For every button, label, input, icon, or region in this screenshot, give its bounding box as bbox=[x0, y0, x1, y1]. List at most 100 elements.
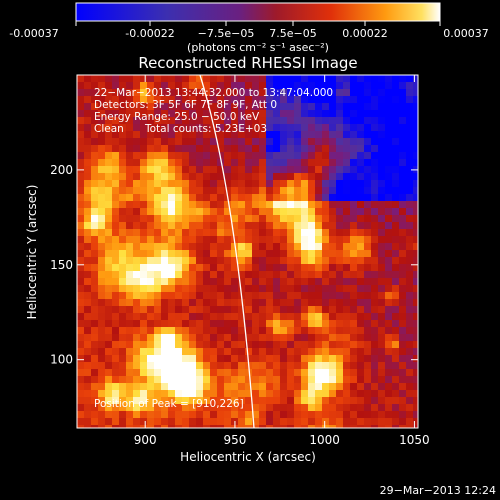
heatmap-cell bbox=[392, 152, 400, 160]
heatmap-cell bbox=[371, 264, 379, 272]
heatmap-cell bbox=[133, 285, 141, 293]
heatmap-cell bbox=[329, 292, 337, 300]
heatmap-cell bbox=[413, 131, 418, 139]
heatmap-cell bbox=[84, 313, 92, 321]
heatmap-cell bbox=[357, 362, 365, 370]
heatmap-cell bbox=[273, 383, 281, 391]
heatmap-cell bbox=[308, 278, 316, 286]
heatmap-cell bbox=[112, 341, 120, 349]
heatmap-cell bbox=[357, 278, 365, 286]
heatmap-cell bbox=[315, 222, 323, 230]
heatmap-cell bbox=[266, 75, 274, 83]
heatmap-cell bbox=[399, 383, 407, 391]
heatmap-cell bbox=[210, 180, 218, 188]
heatmap-cell bbox=[147, 299, 155, 307]
heatmap-cell bbox=[266, 334, 274, 342]
heatmap-cell bbox=[336, 299, 344, 307]
heatmap-cell bbox=[301, 166, 309, 174]
heatmap-cell bbox=[210, 194, 218, 202]
heatmap-cell bbox=[140, 82, 148, 90]
heatmap-cell bbox=[385, 257, 393, 265]
heatmap-cell bbox=[350, 348, 358, 356]
heatmap-cell bbox=[196, 103, 204, 111]
heatmap-cell bbox=[399, 418, 407, 426]
heatmap-cell bbox=[98, 194, 106, 202]
heatmap-cell bbox=[371, 376, 379, 384]
heatmap-cell bbox=[203, 348, 211, 356]
y-tick-label: 200 bbox=[50, 163, 73, 177]
heatmap-cell bbox=[126, 341, 134, 349]
heatmap-cell bbox=[301, 355, 309, 363]
heatmap-cell bbox=[84, 299, 92, 307]
heatmap-cell bbox=[210, 278, 218, 286]
heatmap-cell bbox=[224, 250, 232, 258]
heatmap-cell bbox=[210, 355, 218, 363]
heatmap-cell bbox=[329, 152, 337, 160]
heatmap-cell bbox=[294, 222, 302, 230]
heatmap-cell bbox=[308, 376, 316, 384]
heatmap-cell bbox=[182, 208, 190, 216]
heatmap-cell bbox=[378, 215, 386, 223]
heatmap-cell bbox=[203, 243, 211, 251]
heatmap-cell bbox=[252, 264, 260, 272]
heatmap-cell bbox=[91, 215, 99, 223]
heatmap-cell bbox=[252, 250, 260, 258]
heatmap-cell bbox=[182, 103, 190, 111]
heatmap-cell bbox=[371, 397, 379, 405]
heatmap-cell bbox=[413, 390, 418, 398]
heatmap-cell bbox=[406, 75, 414, 83]
heatmap-cell bbox=[259, 75, 267, 83]
heatmap-cell bbox=[217, 264, 225, 272]
heatmap-cell bbox=[329, 376, 337, 384]
heatmap-cell bbox=[266, 152, 274, 160]
heatmap-cell bbox=[252, 306, 260, 314]
heatmap-cell bbox=[91, 369, 99, 377]
heatmap-cell bbox=[371, 271, 379, 279]
heatmap-cell bbox=[273, 313, 281, 321]
heatmap-cell bbox=[266, 110, 274, 118]
heatmap-cell bbox=[84, 250, 92, 258]
heatmap-cell bbox=[287, 292, 295, 300]
heatmap-cell bbox=[112, 327, 120, 335]
heatmap-cell bbox=[266, 404, 274, 412]
heatmap-cell bbox=[133, 355, 141, 363]
heatmap-cell bbox=[224, 215, 232, 223]
heatmap-cell bbox=[182, 250, 190, 258]
heatmap-cell bbox=[280, 124, 288, 132]
heatmap-cell bbox=[126, 397, 134, 405]
heatmap-cell bbox=[189, 236, 197, 244]
heatmap-cell bbox=[119, 320, 127, 328]
heatmap-cell bbox=[238, 75, 246, 83]
heatmap-cell bbox=[315, 243, 323, 251]
heatmap-cell bbox=[336, 89, 344, 97]
heatmap-cell bbox=[329, 166, 337, 174]
heatmap-cell bbox=[336, 390, 344, 398]
heatmap-cell bbox=[343, 103, 351, 111]
heatmap-cell bbox=[182, 264, 190, 272]
heatmap-cell bbox=[98, 299, 106, 307]
heatmap-cell bbox=[91, 229, 99, 237]
heatmap-cell bbox=[147, 194, 155, 202]
colorbar-tick-label: -0.00022 bbox=[125, 27, 174, 40]
heatmap-cell bbox=[259, 341, 267, 349]
heatmap-cell bbox=[280, 103, 288, 111]
heatmap-cell bbox=[322, 250, 330, 258]
heatmap-cell bbox=[84, 397, 92, 405]
heatmap-cell bbox=[371, 208, 379, 216]
heatmap-cell bbox=[182, 362, 190, 370]
heatmap-cell bbox=[98, 362, 106, 370]
heatmap-cell bbox=[189, 180, 197, 188]
heatmap-cell bbox=[105, 418, 113, 426]
heatmap-cell bbox=[161, 327, 169, 335]
heatmap-cell bbox=[399, 348, 407, 356]
heatmap-cell bbox=[189, 327, 197, 335]
heatmap-cell bbox=[273, 334, 281, 342]
heatmap-cell bbox=[273, 348, 281, 356]
heatmap-cell bbox=[399, 159, 407, 167]
heatmap-cell bbox=[168, 222, 176, 230]
heatmap-cell bbox=[392, 236, 400, 244]
heatmap-cell bbox=[126, 236, 134, 244]
heatmap-cell bbox=[91, 320, 99, 328]
heatmap-cell bbox=[161, 222, 169, 230]
heatmap-cell bbox=[315, 103, 323, 111]
